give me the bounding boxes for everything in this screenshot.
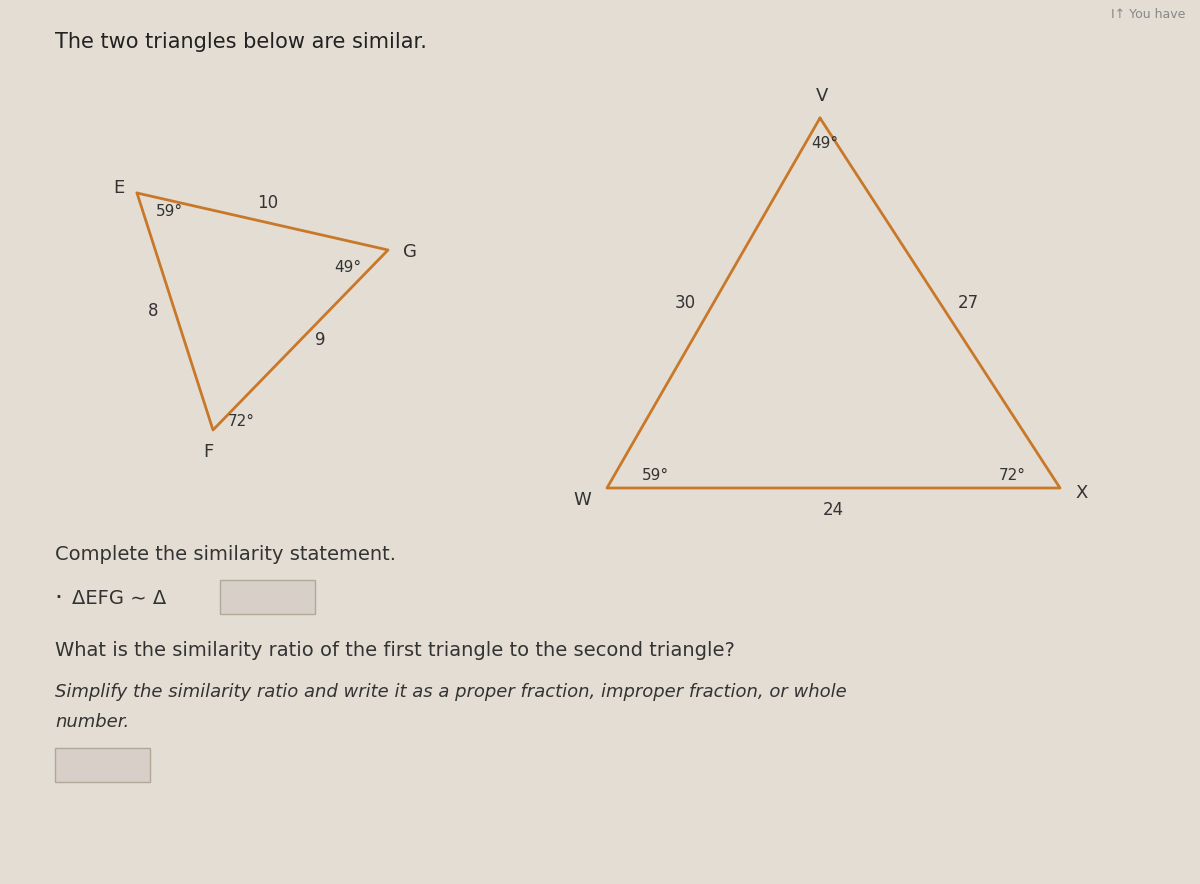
Text: I↑ You have: I↑ You have — [1111, 8, 1186, 21]
Text: 24: 24 — [823, 501, 844, 519]
Text: 49°: 49° — [335, 261, 361, 276]
Text: The two triangles below are similar.: The two triangles below are similar. — [55, 32, 427, 52]
Text: 49°: 49° — [811, 136, 839, 151]
Text: What is the similarity ratio of the first triangle to the second triangle?: What is the similarity ratio of the firs… — [55, 641, 734, 659]
Text: E: E — [113, 179, 125, 197]
Text: Simplify the similarity ratio and write it as a proper fraction, improper fracti: Simplify the similarity ratio and write … — [55, 683, 847, 701]
Text: G: G — [403, 243, 416, 261]
Text: 27: 27 — [958, 294, 978, 312]
Text: 72°: 72° — [228, 415, 254, 430]
Text: F: F — [203, 443, 214, 461]
Text: 59°: 59° — [642, 469, 668, 484]
FancyBboxPatch shape — [220, 580, 314, 614]
Text: 59°: 59° — [156, 203, 182, 218]
Text: X: X — [1076, 484, 1088, 502]
Text: 30: 30 — [674, 294, 696, 312]
Text: 9: 9 — [316, 331, 325, 349]
Text: ΔEFG ∼ Δ: ΔEFG ∼ Δ — [72, 589, 167, 607]
Text: W: W — [574, 491, 590, 509]
Text: 10: 10 — [257, 194, 278, 212]
Text: Complete the similarity statement.: Complete the similarity statement. — [55, 545, 396, 565]
Text: number.: number. — [55, 713, 130, 731]
Text: 72°: 72° — [998, 469, 1026, 484]
FancyBboxPatch shape — [55, 748, 150, 782]
Text: ·: · — [54, 586, 62, 610]
Text: 8: 8 — [148, 302, 158, 321]
Text: V: V — [816, 87, 828, 105]
